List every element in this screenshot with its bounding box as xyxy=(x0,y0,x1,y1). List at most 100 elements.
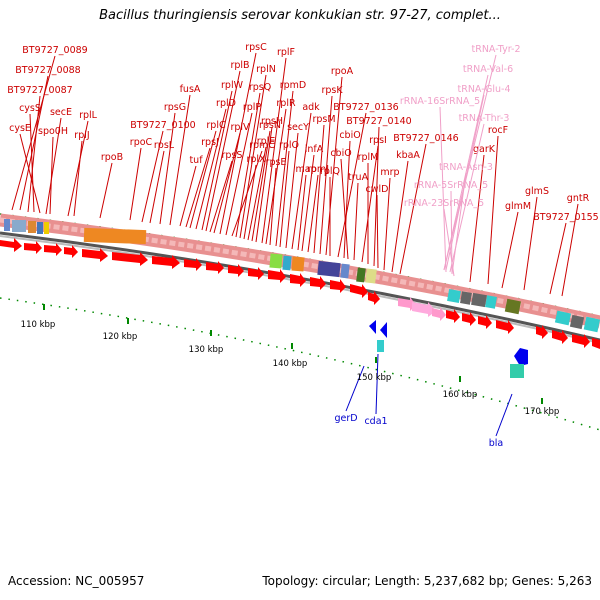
gene-label[interactable]: tuf xyxy=(189,155,203,166)
gene-label[interactable]: gntR xyxy=(567,193,590,204)
lower-gene-label[interactable]: cda1 xyxy=(364,416,387,427)
gene-label-leader xyxy=(269,167,277,246)
gene-label[interactable]: rpmC xyxy=(249,140,275,151)
rna-label[interactable]: tRNA-Asn-3 xyxy=(439,162,493,173)
gene-label[interactable]: BT9727_0140 xyxy=(346,116,411,127)
gene-label[interactable]: cysE xyxy=(9,123,31,134)
gene-label[interactable]: rpsL xyxy=(154,140,175,151)
gene-label-leader xyxy=(373,126,380,267)
gene-label-leader xyxy=(313,124,325,254)
gene-label[interactable]: rpsE xyxy=(266,157,287,168)
gene-label[interactable]: rpsJ xyxy=(201,137,219,148)
gene-label[interactable]: rplM xyxy=(358,152,379,163)
gene-label[interactable]: BT9727_0155 xyxy=(533,212,598,223)
rna-label[interactable]: tRNA-Val-6 xyxy=(463,64,513,75)
gene-label[interactable]: mrp xyxy=(380,167,399,178)
gene-label[interactable]: rocF xyxy=(488,125,508,136)
gene-label[interactable]: cysS xyxy=(19,103,41,114)
gene-label[interactable]: rpmD xyxy=(280,80,307,91)
gene-label[interactable]: rplC xyxy=(206,120,226,131)
gene-label[interactable]: BT9727_0100 xyxy=(130,120,195,131)
gene-label[interactable]: cbiO xyxy=(339,130,360,141)
gene-label[interactable]: rplV xyxy=(230,122,250,133)
gene-label-leader xyxy=(340,158,349,260)
gene-label[interactable]: secE xyxy=(50,107,72,118)
gene-label[interactable]: kbaA xyxy=(396,150,420,161)
rna-label[interactable]: rRNA-5SrRNA_5 xyxy=(414,180,488,191)
topology-text: Topology: circular; Length: 5,237,682 bp… xyxy=(262,574,592,588)
gene-label[interactable]: rpsI xyxy=(369,135,387,146)
gene-label[interactable]: rplL xyxy=(79,110,98,121)
lower-gene-label[interactable]: gerD xyxy=(334,413,357,424)
gene-label[interactable]: rpsG xyxy=(164,102,186,113)
forward-gene-arrows-2[interactable] xyxy=(446,309,600,349)
gene-label[interactable]: rplW xyxy=(221,80,244,91)
gene-label[interactable]: glmM xyxy=(505,201,531,212)
rna-label[interactable]: rRNA-16SrRNA_5 xyxy=(400,96,480,107)
gene-label[interactable]: spo0H xyxy=(38,126,68,137)
rna-label[interactable]: tRNA-Thr-3 xyxy=(459,113,510,124)
gene-label[interactable]: rplN xyxy=(256,64,276,75)
rna-blocks[interactable] xyxy=(398,289,600,333)
rna-label[interactable]: rRNA-23SrRNA_5 xyxy=(404,198,484,209)
gene-label[interactable]: BT9727_0088 xyxy=(15,65,80,76)
rna-label-leader xyxy=(443,54,497,271)
gene-label[interactable]: rplR xyxy=(276,98,296,109)
gene-label[interactable]: rpsS xyxy=(222,150,243,161)
gene-label[interactable]: rpsC xyxy=(245,42,267,53)
gene-label[interactable]: rplX xyxy=(246,154,266,165)
gene-label[interactable]: rplQ xyxy=(320,166,340,177)
gene-label[interactable]: glmS xyxy=(525,186,549,197)
gene-label[interactable]: rplD xyxy=(216,98,236,109)
gene-label[interactable]: BT9727_0146 xyxy=(393,133,458,144)
gene-label[interactable]: rpsH xyxy=(261,116,283,127)
gene-label[interactable]: map xyxy=(295,164,316,175)
rna-label[interactable]: tRNA-Glu-4 xyxy=(458,84,511,95)
gene-label[interactable]: rpsK xyxy=(321,85,343,96)
reverse-gene-features[interactable] xyxy=(369,320,528,378)
gene-label[interactable]: rplB xyxy=(230,60,249,71)
gene-label[interactable]: adk xyxy=(302,102,320,113)
gene-label[interactable]: secY xyxy=(287,122,309,133)
gene-label[interactable]: BT9727_0089 xyxy=(22,45,87,56)
gene-label-leader xyxy=(343,140,351,259)
gene-label-leader xyxy=(19,133,41,214)
lower-gene-label[interactable]: bla xyxy=(489,438,504,449)
gene-label[interactable]: truA xyxy=(348,172,369,183)
gene-label-leader xyxy=(29,113,35,213)
gene-label[interactable]: rplE xyxy=(257,136,276,147)
gene-label-leader xyxy=(239,74,267,239)
gene-label[interactable]: infA xyxy=(305,144,324,155)
gene-label[interactable]: rplF xyxy=(277,47,295,58)
gene-label[interactable]: rpsN xyxy=(259,120,281,131)
gene-label[interactable]: rpoB xyxy=(101,152,123,163)
gene-label-leader xyxy=(261,57,287,244)
gene-label[interactable]: rplO xyxy=(279,140,299,151)
gene-label[interactable]: garK xyxy=(473,144,496,155)
gene-label[interactable]: cbiO xyxy=(330,148,351,159)
gene-label[interactable]: rplP xyxy=(243,102,262,113)
gene-label-leader xyxy=(255,126,273,243)
lower-gene-labels: gerD cda1 bla xyxy=(334,353,513,449)
gene-label-leader xyxy=(275,90,294,247)
gene-label[interactable]: BT9727_0136 xyxy=(333,102,398,113)
gene-label-leader xyxy=(205,70,241,232)
gene-label[interactable]: rpoC xyxy=(130,137,153,148)
gene-label-leader xyxy=(279,150,290,248)
gene-label[interactable]: fusA xyxy=(180,84,201,95)
gene-label[interactable]: rplJ xyxy=(74,130,89,141)
gene-label[interactable]: rpsQ xyxy=(249,82,271,93)
forward-gene-arrows[interactable] xyxy=(0,238,380,305)
gene-label[interactable]: rpoA xyxy=(331,66,354,77)
gene-label-leader xyxy=(243,164,257,240)
rna-labels: tRNA-Tyr-2 tRNA-Val-6 tRNA-Glu-4rRNA-16SrR… xyxy=(400,44,521,277)
rna-label[interactable]: tRNA-Tyr-2 xyxy=(472,44,521,55)
gene-label[interactable]: rpmJ xyxy=(307,164,329,175)
gene-label[interactable]: rpsM xyxy=(312,114,335,125)
gene-label[interactable]: cwlD xyxy=(366,184,389,195)
gene-label-leader xyxy=(361,145,379,263)
gene-label-leader xyxy=(45,117,62,215)
gene-label-leader xyxy=(265,108,287,245)
gene-label[interactable]: BT9727_0087 xyxy=(7,85,72,96)
